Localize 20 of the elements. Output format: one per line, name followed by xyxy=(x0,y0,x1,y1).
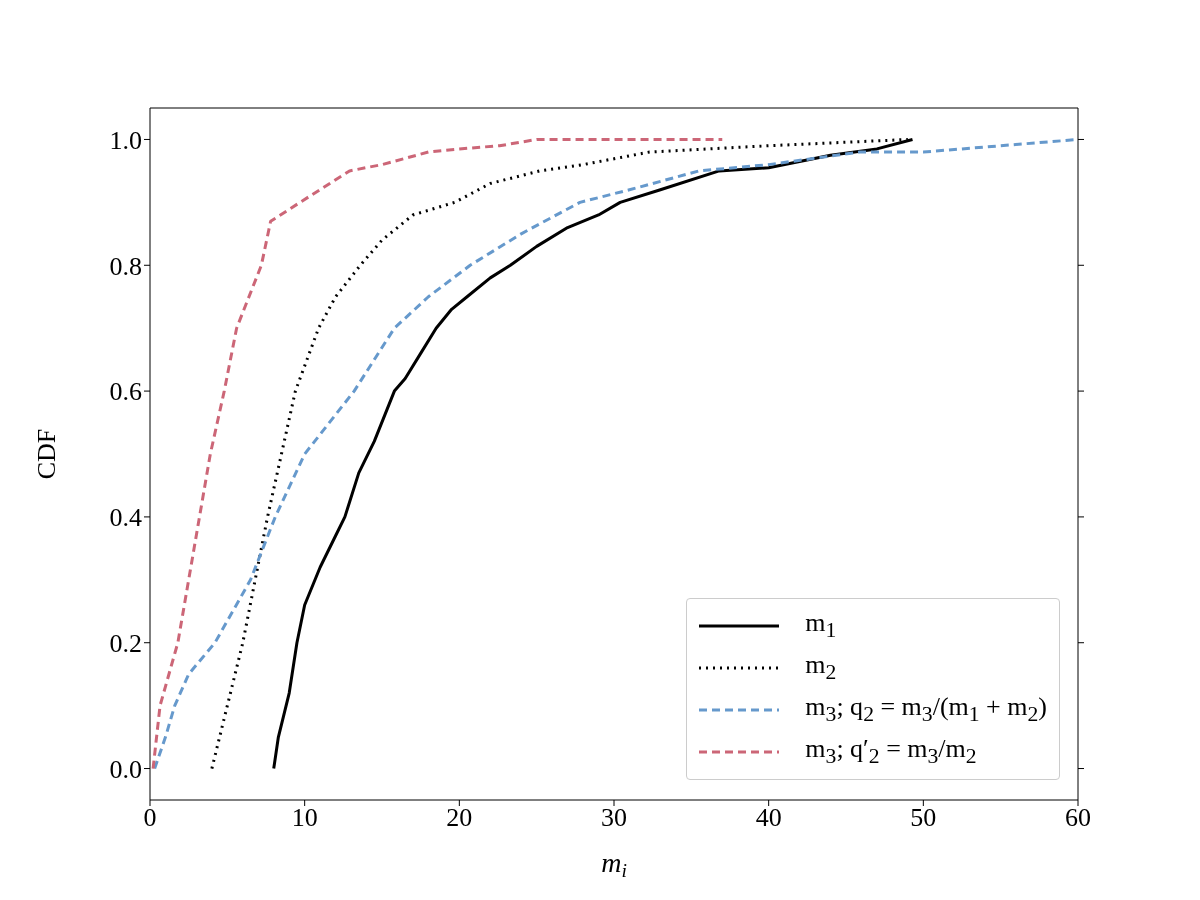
x-tick-label: 0 xyxy=(143,803,157,833)
legend-label: m$_{1}$ xyxy=(805,608,837,644)
y-tick-label: 0.0 xyxy=(109,754,142,784)
y-tick-label: 0.6 xyxy=(109,377,142,407)
legend-label: m$_{2}$ xyxy=(805,650,837,686)
y-tick-label: 1.0 xyxy=(109,125,142,155)
x-tick-label: 60 xyxy=(1065,803,1091,833)
x-tick-label: 20 xyxy=(446,803,473,833)
y-tick-label: 0.2 xyxy=(109,628,142,658)
text: m$_{3}$; q$_{2}$ = m$_{3}$/(m$_{1}$ + m$_{2}$) xyxy=(805,692,1047,727)
x-axis-title: m$_{i}$ xyxy=(601,847,627,881)
x-tick-label: 50 xyxy=(910,803,937,833)
x-tick-label: 30 xyxy=(601,803,627,833)
line-series xyxy=(151,137,724,771)
y-tick-label: 0.4 xyxy=(109,503,142,533)
x-tick-label: 40 xyxy=(755,803,782,833)
x-tick-label: 10 xyxy=(291,803,318,833)
legend-label: m$_{3}$; q′$_{2}$ = m$_{3}$/m$_{2}$ xyxy=(805,734,977,770)
y-axis-title: CDF xyxy=(32,428,61,480)
y-tick-label: 0.8 xyxy=(109,251,142,281)
